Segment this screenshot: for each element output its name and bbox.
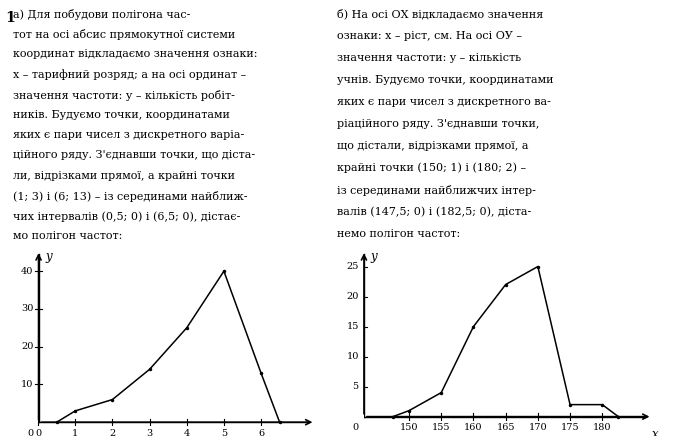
Text: 40: 40 — [21, 267, 33, 276]
Text: 1: 1 — [5, 11, 15, 25]
Text: ників. Будуємо точки, координатами: ників. Будуємо точки, координатами — [13, 110, 231, 120]
Text: чих інтервалів (0,5; 0) і (6,5; 0), дістає-: чих інтервалів (0,5; 0) і (6,5; 0), діст… — [13, 211, 241, 221]
Text: мо полігон частот:: мо полігон частот: — [13, 231, 123, 241]
Text: 0: 0 — [27, 429, 33, 436]
Text: 5: 5 — [353, 382, 359, 391]
Text: 20: 20 — [346, 292, 359, 301]
Text: учнів. Будуємо точки, координатами: учнів. Будуємо точки, координатами — [337, 75, 553, 85]
Text: 150: 150 — [400, 423, 419, 432]
Text: x: x — [652, 428, 659, 436]
Text: y: y — [371, 250, 377, 263]
Text: 1: 1 — [72, 429, 78, 436]
Text: 20: 20 — [21, 342, 33, 351]
Text: 25: 25 — [346, 262, 359, 271]
Text: y: y — [46, 250, 52, 263]
Text: 4: 4 — [183, 429, 190, 436]
Text: із серединами найближчих інтер-: із серединами найближчих інтер- — [337, 184, 536, 196]
Text: 175: 175 — [561, 423, 580, 432]
Text: значення частоти: у – кількість робіт-: значення частоти: у – кількість робіт- — [13, 90, 235, 101]
Text: 6: 6 — [258, 429, 264, 436]
Text: 170: 170 — [528, 423, 547, 432]
Text: ційного ряду. З'єднавши точки, що діста-: ційного ряду. З'єднавши точки, що діста- — [13, 150, 255, 160]
Text: 5: 5 — [221, 429, 227, 436]
Text: 0: 0 — [35, 429, 41, 436]
Text: 2: 2 — [109, 429, 115, 436]
Text: тот на осі абсис прямокутної системи: тот на осі абсис прямокутної системи — [13, 29, 236, 40]
Text: (1; 3) і (6; 13) – із серединами найближ-: (1; 3) і (6; 13) – із серединами найближ… — [13, 191, 248, 202]
Text: x: x — [315, 433, 322, 436]
Text: 10: 10 — [21, 380, 33, 389]
Text: ознаки: x – ріст, см. На осі ОУ –: ознаки: x – ріст, см. На осі ОУ – — [337, 31, 522, 41]
Text: 160: 160 — [464, 423, 483, 432]
Text: немо полігон частот:: немо полігон частот: — [337, 228, 460, 238]
Text: 165: 165 — [496, 423, 515, 432]
Text: яких є пари чисел з дискретного варіа-: яких є пари чисел з дискретного варіа- — [13, 130, 245, 140]
Text: 0: 0 — [353, 423, 359, 432]
Text: ли, відрізками прямої, а крайні точки: ли, відрізками прямої, а крайні точки — [13, 170, 235, 181]
Text: ріаційного ряду. З'єднавши точки,: ріаційного ряду. З'єднавши точки, — [337, 119, 539, 129]
Text: валів (147,5; 0) і (182,5; 0), діста-: валів (147,5; 0) і (182,5; 0), діста- — [337, 207, 531, 217]
Text: 155: 155 — [432, 423, 450, 432]
Text: 10: 10 — [346, 352, 359, 361]
Text: а) Для побудови полігона час-: а) Для побудови полігона час- — [13, 9, 191, 20]
Text: 3: 3 — [146, 429, 153, 436]
Text: 30: 30 — [21, 304, 33, 313]
Text: значення частоти: y – кількість: значення частоти: y – кількість — [337, 53, 521, 63]
Text: крайні точки (150; 1) і (180; 2) –: крайні точки (150; 1) і (180; 2) – — [337, 163, 526, 173]
Text: x – тарифний розряд; а на осі ординат –: x – тарифний розряд; а на осі ординат – — [13, 69, 247, 80]
Text: 180: 180 — [593, 423, 611, 432]
Text: б) На осі ОХ відкладаємо значення: б) На осі ОХ відкладаємо значення — [337, 9, 543, 20]
Text: 15: 15 — [346, 322, 359, 331]
Text: яких є пари чисел з дискретного ва-: яких є пари чисел з дискретного ва- — [337, 97, 551, 107]
Text: координат відкладаємо значення ознаки:: координат відкладаємо значення ознаки: — [13, 49, 258, 59]
Text: що дістали, відрізками прямої, а: що дістали, відрізками прямої, а — [337, 141, 528, 151]
